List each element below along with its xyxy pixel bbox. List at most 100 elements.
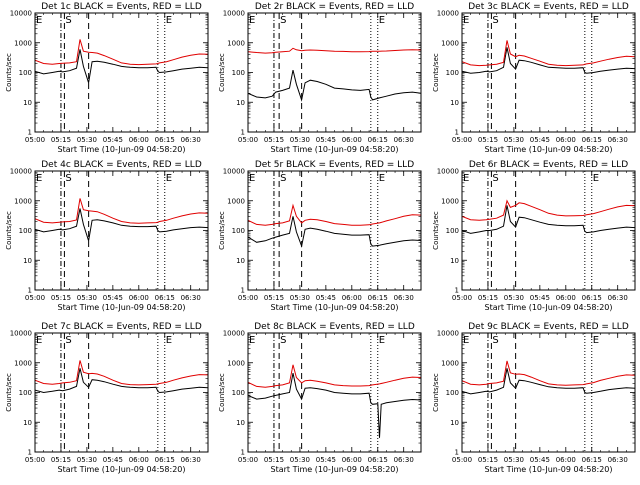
series-line-lld <box>35 360 208 386</box>
x-tick-label: 05:30 <box>504 136 524 144</box>
series-line-events <box>248 69 421 102</box>
x-tick-label: 05:30 <box>504 294 524 302</box>
series-line-events <box>35 49 208 83</box>
y-tick-label: 1000 <box>227 359 245 367</box>
y-tick-label: 100 <box>232 389 245 397</box>
chart-title: Det 2r BLACK = Events, RED = LLD <box>255 2 414 12</box>
series-line-events <box>248 216 421 248</box>
marker-label: E <box>36 173 42 184</box>
marker-label: S <box>492 15 498 26</box>
marker-label: E <box>249 15 255 26</box>
x-tick-label: 06:00 <box>342 456 362 464</box>
y-tick-label: 100 <box>19 69 32 77</box>
x-tick-label: 05:30 <box>77 456 97 464</box>
marker-label: E <box>593 15 599 26</box>
x-tick-label: 05:15 <box>264 456 284 464</box>
y-axis-label: Counts/sec <box>5 211 13 250</box>
x-tick-label: 05:00 <box>452 456 472 464</box>
x-tick-label: 05:30 <box>290 294 310 302</box>
y-tick-label: 1 <box>455 287 459 295</box>
x-axis-label: Start Time (10-Jun-09 04:58:20) <box>58 465 186 474</box>
y-tick-label: 100 <box>19 227 32 235</box>
y-tick-label: 1 <box>455 449 459 457</box>
y-tick-label: 100 <box>446 227 459 235</box>
x-tick-label: 05:15 <box>264 136 284 144</box>
series-line-events <box>462 47 635 74</box>
y-tick-label: 100 <box>446 69 459 77</box>
chart-title: Det 4c BLACK = Events, RED = LLD <box>41 160 202 170</box>
y-axis-label: Counts/sec <box>5 53 13 92</box>
x-tick-label: 06:15 <box>368 294 388 302</box>
x-tick-label: 05:45 <box>530 294 550 302</box>
plot-frame <box>34 12 209 133</box>
x-tick-label: 06:15 <box>155 456 175 464</box>
series-line-lld <box>248 47 421 54</box>
y-tick-label: 10000 <box>10 10 32 18</box>
x-tick-label: 06:30 <box>394 136 414 144</box>
x-tick-label: 05:00 <box>238 456 258 464</box>
plot-frame <box>461 332 636 453</box>
x-tick-label: 06:15 <box>582 456 602 464</box>
chart-title: Det 3c BLACK = Events, RED = LLD <box>468 2 629 12</box>
x-tick-label: 05:15 <box>51 294 71 302</box>
x-tick-label: 05:00 <box>452 136 472 144</box>
x-tick-label: 05:15 <box>478 456 498 464</box>
marker-label: E <box>36 15 42 26</box>
y-axis-label: Counts/sec <box>218 373 226 412</box>
x-tick-label: 06:15 <box>155 294 175 302</box>
chart-panel-4: Det 4c BLACK = Events, RED = LLD Counts/s… <box>5 160 209 312</box>
y-axis-label: Counts/sec <box>218 211 226 250</box>
y-tick-label: 10 <box>23 99 32 107</box>
chart-panel-1: Det 1c BLACK = Events, RED = LLD Counts/s… <box>5 2 209 154</box>
x-axis-label: Start Time (10-Jun-09 04:58:20) <box>485 145 613 154</box>
x-tick-label: 05:45 <box>103 294 123 302</box>
chart-panel-6: Det 6r BLACK = Events, RED = LLD Counts/s… <box>432 160 636 312</box>
x-tick-label: 06:30 <box>181 294 201 302</box>
x-tick-label: 05:00 <box>238 294 258 302</box>
marker-label: S <box>492 335 498 346</box>
x-tick-label: 06:15 <box>582 136 602 144</box>
x-tick-label: 05:15 <box>51 456 71 464</box>
chart-title: Det 5r BLACK = Events, RED = LLD <box>255 160 414 170</box>
y-tick-label: 10 <box>236 257 245 265</box>
marker-label: S <box>65 335 71 346</box>
marker-label: E <box>463 335 469 346</box>
series-line-lld <box>248 203 421 226</box>
x-axis-label: Start Time (10-Jun-09 04:58:20) <box>58 145 186 154</box>
y-tick-label: 10 <box>23 257 32 265</box>
y-tick-label: 10 <box>23 419 32 427</box>
y-tick-label: 100 <box>232 69 245 77</box>
y-tick-label: 1 <box>241 129 245 137</box>
chart-panel-8: Det 8c BLACK = Events, RED = LLD Counts/s… <box>218 322 422 474</box>
x-tick-label: 05:45 <box>103 136 123 144</box>
y-tick-label: 1 <box>241 449 245 457</box>
marker-label: E <box>166 173 172 184</box>
x-tick-label: 05:15 <box>478 136 498 144</box>
y-tick-label: 10 <box>236 419 245 427</box>
series-line-lld <box>248 364 421 388</box>
y-tick-label: 1000 <box>441 359 459 367</box>
x-tick-label: 05:15 <box>264 294 284 302</box>
series-line-events <box>248 372 421 438</box>
y-tick-label: 10 <box>450 419 459 427</box>
marker-label: E <box>249 173 255 184</box>
x-axis-label: Start Time (10-Jun-09 04:58:20) <box>485 465 613 474</box>
y-tick-label: 1 <box>28 449 32 457</box>
y-tick-label: 100 <box>232 227 245 235</box>
x-tick-label: 06:00 <box>342 136 362 144</box>
marker-label: S <box>492 173 498 184</box>
x-tick-label: 06:30 <box>181 136 201 144</box>
chart-title: Det 8c BLACK = Events, RED = LLD <box>254 322 415 332</box>
chart-title: Det 7c BLACK = Events, RED = LLD <box>41 322 202 332</box>
y-axis-label: Counts/sec <box>5 373 13 412</box>
x-axis-label: Start Time (10-Jun-09 04:58:20) <box>485 303 613 312</box>
x-tick-label: 05:45 <box>316 456 336 464</box>
x-tick-label: 05:30 <box>77 294 97 302</box>
x-tick-label: 06:30 <box>394 294 414 302</box>
marker-label: E <box>463 173 469 184</box>
chart-title: Det 9c BLACK = Events, RED = LLD <box>468 322 629 332</box>
x-tick-label: 06:00 <box>129 456 149 464</box>
x-tick-label: 05:00 <box>452 294 472 302</box>
